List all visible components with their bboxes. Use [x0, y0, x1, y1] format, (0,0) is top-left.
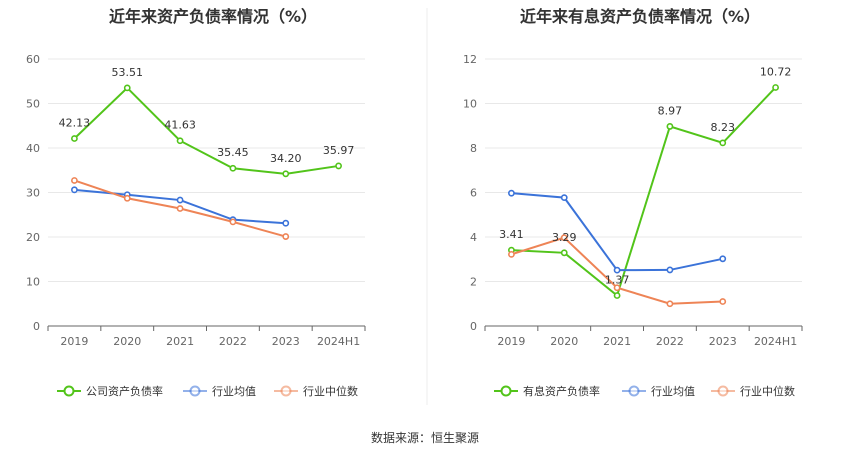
y-tick-label: 6 [470, 187, 477, 200]
data-point [229, 164, 237, 172]
data-source: 数据来源：恒生聚源 [371, 430, 479, 445]
legend-label: 行业均值 [212, 385, 256, 398]
y-tick-label: 50 [26, 98, 40, 111]
chart-title-1: 近年来资产负债率情况（%） [109, 7, 317, 26]
data-point [772, 84, 779, 91]
x-tick-label: 2023 [272, 335, 300, 348]
y-tick-label: 0 [470, 320, 477, 333]
y-tick-label: 20 [26, 231, 40, 244]
data-label: 3.41 [499, 228, 524, 241]
data-label: 3.29 [552, 231, 577, 244]
legend-marker [628, 385, 640, 397]
data-point [719, 255, 727, 263]
x-tick-label: 2021 [166, 335, 194, 348]
data-point [176, 205, 184, 212]
data-point [508, 250, 515, 258]
x-tick-label: 2019 [497, 335, 525, 348]
data-point [176, 137, 184, 145]
y-tick-label: 10 [463, 98, 477, 111]
data-point [666, 266, 674, 274]
x-tick-label: 2022 [219, 335, 247, 348]
y-tick-label: 12 [463, 53, 477, 66]
x-tick-label: 2023 [709, 335, 737, 348]
legend-label: 行业均值 [651, 385, 695, 398]
legend-marker [717, 385, 729, 397]
data-point [282, 170, 290, 178]
data-point [508, 189, 515, 197]
data-point [123, 194, 131, 202]
x-tick-label: 2019 [60, 335, 88, 348]
legend-marker [280, 385, 292, 397]
data-point [71, 186, 78, 194]
data-point [719, 298, 727, 305]
data-point [560, 194, 568, 202]
data-label: 10.72 [760, 65, 792, 78]
x-tick-label: 2022 [656, 335, 684, 348]
y-tick-label: 10 [26, 276, 40, 289]
data-label: 53.51 [112, 66, 144, 79]
series-line-1 [511, 86, 777, 298]
x-tick-label: 2020 [550, 335, 578, 348]
data-point [613, 284, 621, 292]
chart-title-2: 近年来有息资产负债率情况（%） [520, 7, 760, 26]
data-label: 1.37 [605, 274, 630, 287]
legend-label: 行业中位数 [303, 384, 358, 398]
data-point [71, 177, 78, 184]
y-tick-label: 60 [26, 53, 40, 66]
data-point [560, 249, 568, 257]
data-label: 8.23 [711, 121, 736, 134]
data-point [335, 162, 342, 170]
data-point [719, 139, 727, 147]
data-point [666, 123, 674, 130]
data-point [282, 219, 290, 227]
x-tick-label: 2024H1 [754, 335, 797, 348]
data-label: 8.97 [658, 104, 683, 117]
series-line-1 [73, 86, 339, 175]
data-label: 35.97 [323, 144, 355, 157]
legend-marker [500, 385, 512, 397]
data-label: 35.45 [217, 146, 249, 159]
data-point [560, 234, 568, 242]
y-tick-label: 30 [26, 187, 40, 200]
data-point [176, 196, 184, 204]
data-point [229, 218, 237, 226]
data-point [666, 300, 674, 308]
data-label: 34.20 [270, 152, 302, 165]
legend-label: 有息资产负债率 [523, 384, 600, 398]
data-label: 41.63 [164, 119, 196, 132]
data-point [71, 135, 78, 142]
legend-label: 公司资产负债率 [86, 384, 163, 398]
data-point [123, 84, 131, 92]
y-tick-label: 4 [470, 231, 477, 244]
data-point [613, 292, 621, 299]
legend-marker [63, 385, 75, 397]
legend-label: 行业中位数 [740, 384, 795, 398]
y-tick-label: 2 [470, 276, 477, 289]
data-label: 42.13 [59, 117, 91, 130]
data-point [613, 266, 621, 274]
x-tick-label: 2020 [113, 335, 141, 348]
data-point [282, 233, 290, 240]
y-tick-label: 8 [470, 142, 477, 155]
x-tick-label: 2021 [603, 335, 631, 348]
y-tick-label: 0 [33, 320, 40, 333]
legend-marker [189, 385, 201, 397]
y-tick-label: 40 [26, 142, 40, 155]
x-tick-label: 2024H1 [317, 335, 360, 348]
series-line-2 [511, 192, 723, 272]
